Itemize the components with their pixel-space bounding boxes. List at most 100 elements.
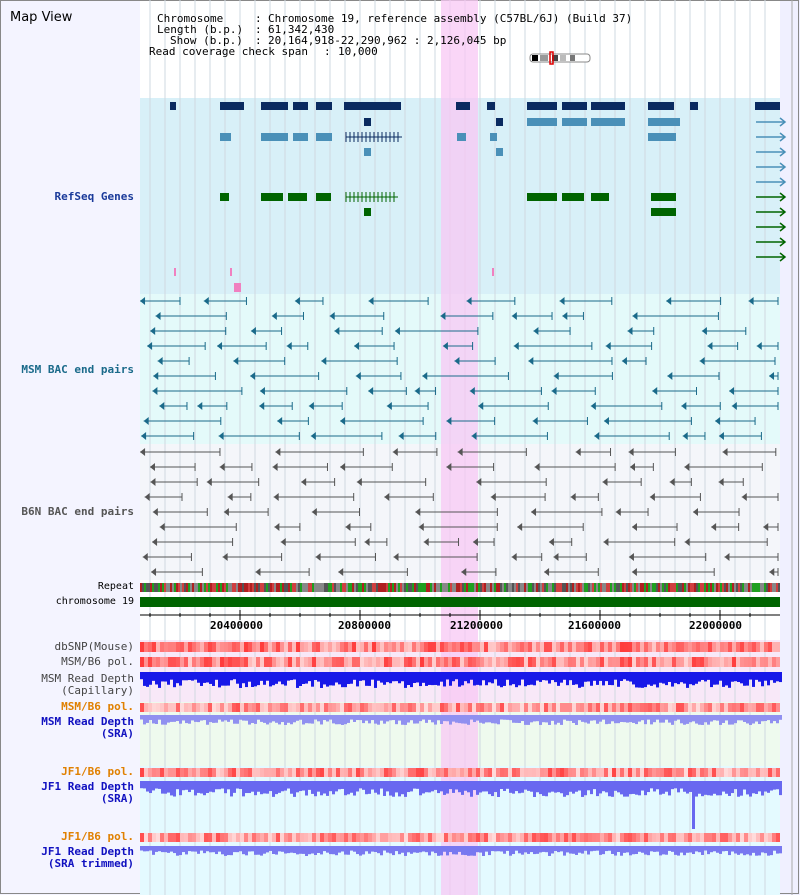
polymorphism-cell (616, 703, 620, 712)
depth-bar (758, 672, 761, 682)
depth-bar (158, 846, 161, 852)
depth-bar (374, 846, 377, 853)
depth-bar (263, 715, 266, 723)
repeat-element (634, 583, 636, 592)
refseq-gene-features[interactable] (170, 102, 787, 292)
polymorphism-cell (148, 642, 152, 652)
polymorphism-cell (228, 703, 232, 712)
depth-bar (224, 781, 227, 794)
msm-bac-features[interactable] (140, 297, 779, 440)
repeat-element (678, 583, 680, 592)
polymorphism-cell (268, 703, 272, 712)
polymorphism-cell (424, 833, 428, 842)
depth-bar (761, 672, 764, 687)
repeat-element (220, 583, 222, 592)
read-depth-bars[interactable] (140, 672, 782, 856)
polymorphism-cell (520, 768, 524, 777)
polymorphism-cell (552, 768, 556, 777)
polymorphism-cell (612, 703, 616, 712)
depth-bar (221, 672, 224, 686)
repeat-element (452, 583, 454, 592)
depth-bar (722, 715, 725, 723)
depth-bar (191, 715, 194, 721)
polymorphism-cell (400, 703, 404, 712)
polymorphism-cell (308, 642, 312, 652)
polymorphism-cell (532, 703, 536, 712)
polymorphism-cell (768, 657, 772, 667)
depth-bar (404, 846, 407, 856)
depth-bar (731, 715, 734, 725)
track-label-refseq[interactable]: RefSeq Genes (54, 190, 134, 203)
polymorphism-cell (764, 642, 768, 652)
depth-bar (428, 672, 431, 685)
track-label-b6n-bac[interactable]: B6N BAC end pairs (21, 505, 134, 518)
polymorphism-cell (548, 703, 552, 712)
track-label-msm-bac[interactable]: MSM BAC end pairs (21, 363, 134, 376)
depth-bar (713, 715, 716, 721)
depth-bar (482, 672, 485, 681)
polymorphism-cell (312, 657, 316, 667)
polymorphism-cell (212, 642, 216, 652)
repeat-track[interactable] (140, 583, 780, 592)
polymorphism-cell (480, 703, 484, 712)
polymorphism-cell (220, 642, 224, 652)
depth-bar (434, 672, 437, 685)
chromosome-ideogram[interactable] (529, 51, 591, 65)
polymorphism-cell (236, 657, 240, 667)
bac-end-marker (203, 297, 209, 305)
axis-tick-label: 21200000 (450, 619, 503, 632)
polymorphism-cell (236, 833, 240, 842)
polymorphism-cell (404, 768, 408, 777)
depth-bar (668, 672, 671, 682)
polymorphism-cell (196, 833, 200, 842)
polymorphism-cell (492, 642, 496, 652)
depth-bar (269, 672, 272, 687)
polymorphism-cell (372, 768, 376, 777)
depth-bar (359, 672, 362, 681)
polymorphism-cell (232, 768, 236, 777)
repeat-element (484, 583, 486, 592)
depth-bar (614, 715, 617, 724)
polymorphism-cell (292, 768, 296, 777)
depth-bar (266, 715, 269, 725)
depth-bar (233, 672, 236, 680)
depth-bar (734, 715, 737, 724)
depth-bar (629, 715, 632, 723)
depth-bar (386, 715, 389, 722)
selected-region-highlight[interactable] (441, 0, 478, 895)
polymorphism-strips[interactable] (140, 642, 780, 842)
repeat-element (380, 583, 382, 592)
polymorphism-cell (512, 768, 516, 777)
depth-bar (677, 715, 680, 720)
depth-bar (284, 672, 287, 686)
depth-bar (599, 846, 602, 855)
polymorphism-cell (656, 833, 660, 842)
depth-bar (317, 715, 320, 722)
repeat-element (466, 583, 468, 592)
depth-bar (293, 781, 296, 797)
polymorphism-cell (560, 768, 564, 777)
polymorphism-cell (704, 768, 708, 777)
depth-bar (542, 846, 545, 852)
polymorphism-cell (320, 768, 324, 777)
polymorphism-cell (420, 833, 424, 842)
depth-bar (491, 672, 494, 684)
depth-bar (647, 846, 650, 856)
b6n-bac-features[interactable] (140, 448, 779, 576)
bac-end-marker (280, 538, 286, 546)
depth-bar (599, 781, 602, 794)
repeat-element (310, 583, 312, 592)
polymorphism-cell (408, 703, 412, 712)
polymorphism-cell (604, 703, 608, 712)
polymorphism-cell (580, 703, 584, 712)
repeat-element (364, 583, 366, 592)
polymorphism-cell (172, 642, 176, 652)
polymorphism-cell (416, 642, 420, 652)
depth-bar (728, 846, 731, 856)
depth-bar (395, 715, 398, 725)
depth-bar (398, 715, 401, 721)
depth-bar (269, 846, 272, 851)
depth-bar (575, 672, 578, 685)
polymorphism-cell (656, 642, 660, 652)
